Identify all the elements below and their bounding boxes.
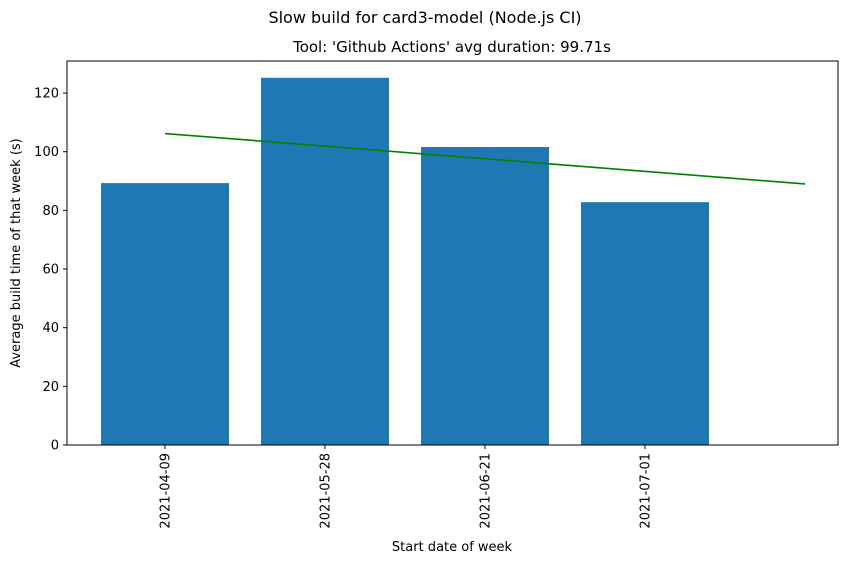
bar-2021-07-01 xyxy=(581,202,709,445)
y-tick-label: 60 xyxy=(42,263,59,278)
trend-line-group xyxy=(164,132,806,185)
y-tick-label: 100 xyxy=(34,145,59,160)
y-tick-label: 0 xyxy=(51,439,59,454)
bar-2021-05-28 xyxy=(261,77,389,446)
y-tick-label: 80 xyxy=(42,204,59,219)
bar-2021-06-21 xyxy=(421,147,549,445)
x-axis-ticks: 2021-04-09 2021-05-28 2021-06-21 2021-07-01 xyxy=(159,445,654,529)
x-tick-label: 2021-07-01 xyxy=(639,453,654,529)
chart-title: Tool: 'Github Actions' avg duration: 99.… xyxy=(292,38,611,56)
x-axis-label: Start date of week xyxy=(392,540,513,555)
y-axis-label: Average build time of that week (s) xyxy=(9,138,24,368)
y-tick-label: 120 xyxy=(34,87,59,102)
chart-suptitle: Slow build for card3-model (Node.js CI) xyxy=(268,8,581,27)
x-tick-label: 2021-06-21 xyxy=(479,453,494,529)
x-tick-label: 2021-05-28 xyxy=(319,453,334,529)
x-tick-label: 2021-04-09 xyxy=(159,453,174,529)
y-tick-label: 40 xyxy=(42,321,59,336)
bar-2021-04-09 xyxy=(101,183,229,445)
trend-line xyxy=(164,132,806,185)
y-tick-label: 20 xyxy=(42,380,59,395)
plot-area-frame xyxy=(66,60,839,446)
bars-group xyxy=(101,77,709,446)
y-axis-ticks: 0 20 40 60 80 100 120 xyxy=(34,87,67,454)
